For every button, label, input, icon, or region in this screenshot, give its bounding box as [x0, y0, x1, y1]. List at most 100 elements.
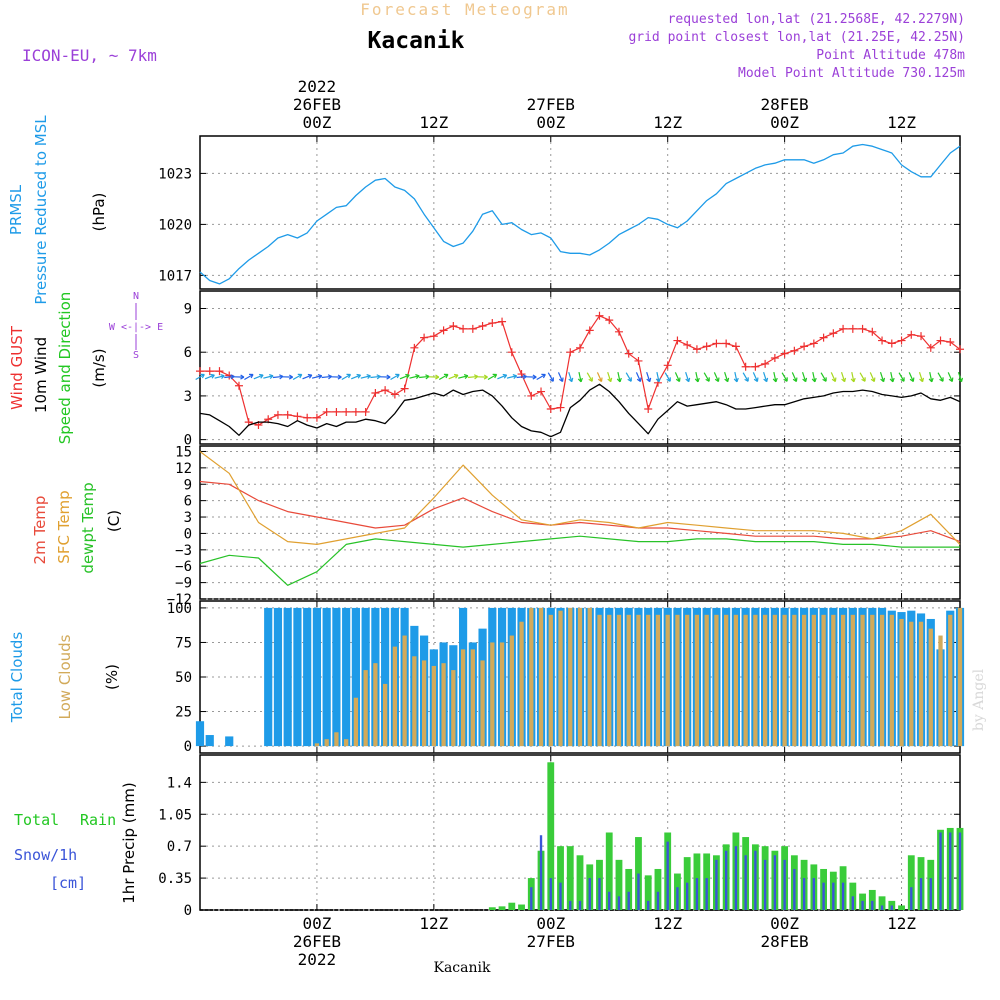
low-clouds-bar: [577, 607, 583, 747]
wind-arrow: [586, 372, 593, 382]
point-altitude: Point Altitude 478m: [816, 48, 965, 63]
snow-bar: [949, 832, 952, 910]
temp-sfc-label: SFC Temp: [55, 490, 73, 563]
total-clouds-bar: [342, 607, 351, 747]
y-tick-label: 0.7: [167, 839, 192, 855]
low-clouds-bar: [762, 614, 768, 747]
wind-arrow-head: [948, 377, 954, 383]
gust-marker: [205, 367, 214, 376]
gust-marker: [410, 343, 419, 352]
gust-marker: [361, 407, 370, 416]
total-clouds-bar: [381, 607, 390, 747]
low-clouds-bar: [821, 614, 826, 747]
wind-arrow: [204, 374, 215, 380]
temp-dewpt-label: dewpt Temp: [79, 482, 97, 573]
total-clouds-bar: [303, 607, 312, 747]
y-tick-label: 3: [184, 389, 192, 405]
wind-arrow: [869, 372, 875, 382]
low-clouds-bar: [470, 649, 475, 747]
snow-bar: [588, 878, 591, 910]
gust-marker: [322, 407, 331, 416]
wind-arrow: [272, 375, 283, 379]
wind-arrow: [742, 372, 749, 382]
requested-coords: requested lon,lat (21.2568E, 42.2279N): [668, 12, 965, 27]
low-clouds-bar: [870, 614, 875, 747]
compass-n: N: [133, 291, 139, 302]
wind-arrow-head: [694, 377, 700, 383]
gust-marker: [312, 413, 321, 422]
wind-arrow-head: [512, 374, 518, 380]
wind-arrow: [695, 371, 699, 382]
wind-arrow: [263, 375, 274, 379]
wind-arrow-head: [763, 377, 769, 383]
wind-arrow: [302, 374, 313, 380]
y-tick-label: 0: [184, 433, 192, 449]
gust-marker: [595, 311, 604, 320]
y-tick-label: 1017: [158, 268, 192, 284]
wind-arrow-head: [230, 374, 235, 380]
y-tick-label: 1.4: [167, 775, 192, 791]
gust-marker: [829, 329, 838, 338]
low-clouds-bar: [509, 635, 514, 747]
x-tick-label-top: 12Z: [887, 113, 916, 132]
low-clouds-bar: [655, 614, 661, 747]
panel-frame: [199, 290, 961, 445]
gust-marker: [303, 413, 312, 422]
low-clouds-bar: [538, 607, 544, 747]
gust-marker: [400, 384, 409, 393]
rain-bar: [868, 889, 876, 910]
low-clouds-bar: [373, 663, 378, 747]
low-clouds-bar: [694, 614, 700, 747]
wind-arrow: [292, 373, 303, 380]
wind-arrow-head: [327, 374, 333, 380]
low-clouds-bar: [587, 607, 592, 747]
low-clouds-bar: [860, 614, 865, 747]
wind-arrow-head: [597, 377, 603, 383]
wind-arrow-head: [532, 374, 537, 380]
low-clouds-bar: [314, 743, 320, 747]
total-clouds-bar: [283, 607, 292, 747]
snow-bar: [890, 905, 893, 910]
wind-arrow-head: [425, 374, 430, 380]
gust-marker: [761, 359, 770, 368]
wind-arrow: [898, 372, 905, 382]
low-clouds-bar: [792, 614, 797, 747]
wind-arrow: [890, 371, 894, 382]
wind-arrow-head: [483, 374, 488, 380]
rain-bar: [566, 846, 574, 910]
low-clouds-bar: [529, 607, 534, 747]
snow-bar: [530, 887, 533, 910]
rain-bar: [907, 855, 915, 910]
rain-bar: [615, 859, 623, 910]
y-tick-label: −12: [167, 592, 192, 608]
snow-bar: [880, 905, 884, 910]
wind-arrow-head: [850, 377, 856, 383]
gust-marker: [858, 324, 867, 333]
model-label: ICON-EU, ~ 7km: [22, 46, 157, 65]
snow-bar: [812, 878, 816, 910]
x-tick-label-top: 00Z: [770, 113, 799, 132]
snow-bar: [578, 900, 582, 910]
wind-arrow-head: [939, 377, 944, 382]
y-tick-label: 0: [184, 526, 192, 542]
model-altitude: Model Point Altitude 730.125m: [738, 66, 965, 81]
wind-arrow: [458, 375, 469, 379]
wind-speed-dir-label: Speed and Direction: [56, 292, 74, 445]
wind-arrow: [830, 372, 836, 382]
gust-marker: [439, 326, 448, 335]
gust-marker: [537, 387, 546, 396]
gust-marker: [780, 349, 789, 358]
y-tick-label: 100: [167, 601, 192, 617]
gust-marker: [751, 362, 760, 371]
snow-bar: [861, 900, 864, 910]
gust-marker: [459, 324, 468, 333]
snow-bar: [666, 841, 669, 910]
gust-marker: [800, 342, 809, 351]
y-tick-label: 75: [175, 635, 192, 651]
y-tick-label: 6: [184, 345, 192, 361]
snow-bar: [724, 850, 728, 910]
x-tick-label-bottom: 00Z: [302, 914, 331, 933]
gust-marker: [897, 336, 906, 345]
x-tick-label-top: 00Z: [536, 113, 565, 132]
snow-bar: [695, 878, 699, 910]
